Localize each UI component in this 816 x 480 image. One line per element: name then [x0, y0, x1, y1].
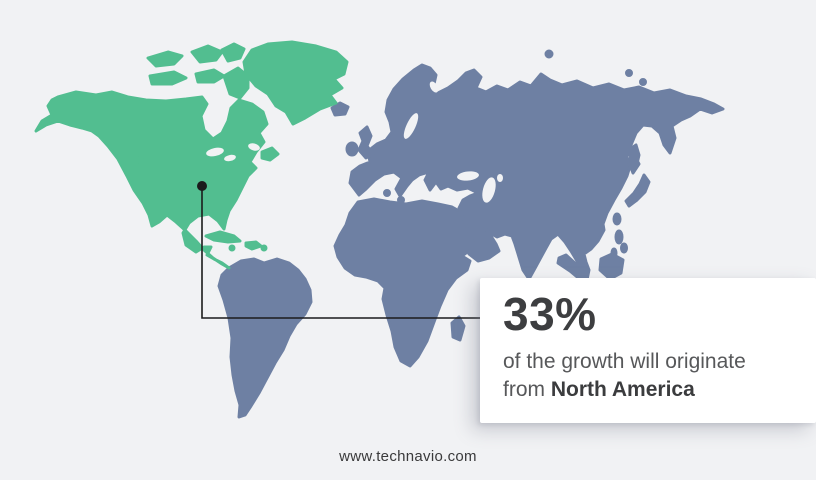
location-marker-dot [197, 181, 207, 191]
africa-region [333, 197, 478, 368]
great-lake-1 [206, 147, 224, 157]
greenland-region [242, 40, 349, 126]
caspian-sea [482, 177, 496, 203]
philippines-island-1 [614, 229, 624, 245]
great-britain-island [357, 125, 375, 160]
arctic-island-4 [148, 70, 188, 86]
newfoundland-island [260, 146, 280, 162]
stat-value: 33% [503, 288, 597, 340]
arctic-island-dot-2 [625, 69, 633, 77]
description-line1: of the growth will originate [503, 349, 746, 373]
north-america-region [34, 40, 349, 270]
stat-description: of the growth will originate from North … [503, 348, 806, 404]
philippines-island-2 [620, 242, 628, 254]
japan-islands [624, 173, 651, 208]
white-sea [429, 81, 439, 93]
puerto-rico-island [260, 244, 268, 252]
borneo-island [598, 252, 625, 281]
jamaica-island [228, 244, 236, 252]
sakhalin-island [628, 143, 641, 170]
aleutian-dot-1 [136, 156, 144, 164]
hispaniola-island [244, 240, 263, 251]
footer-url[interactable]: www.technavio.com [339, 448, 477, 465]
north-america-mainland [34, 90, 269, 270]
aral-sea [497, 174, 503, 182]
iceland-island [330, 101, 350, 117]
cuba-island [204, 230, 242, 244]
sardinia-island [383, 189, 391, 197]
callout-connector [197, 181, 480, 319]
arctic-island-3 [220, 42, 246, 63]
callout-card: 33% of the growth will originate from No… [480, 278, 816, 423]
footer: www.technavio.com [0, 448, 816, 465]
arctic-island-dot-1 [544, 49, 554, 59]
taiwan-island [612, 212, 622, 226]
arctic-island-5 [194, 68, 226, 84]
gulf-st-lawrence [248, 143, 260, 151]
south-america-region [217, 257, 313, 419]
sea-cutouts [206, 81, 503, 203]
sicily-island [397, 196, 405, 204]
rest-of-world-regions [217, 49, 725, 419]
great-lake-2 [224, 154, 236, 162]
ireland-island [345, 141, 359, 157]
connector-line [201, 186, 480, 319]
black-sea [457, 171, 479, 181]
description-prefix: from [503, 377, 551, 401]
region-name: North America [550, 377, 695, 401]
eurasia-region [348, 63, 725, 285]
arctic-island-2 [190, 44, 224, 64]
arctic-island-dot-3 [639, 78, 647, 86]
baltic-sea [403, 113, 419, 139]
arctic-island-1 [146, 50, 184, 68]
baffin-island [222, 66, 250, 100]
madagascar-island [450, 315, 466, 342]
